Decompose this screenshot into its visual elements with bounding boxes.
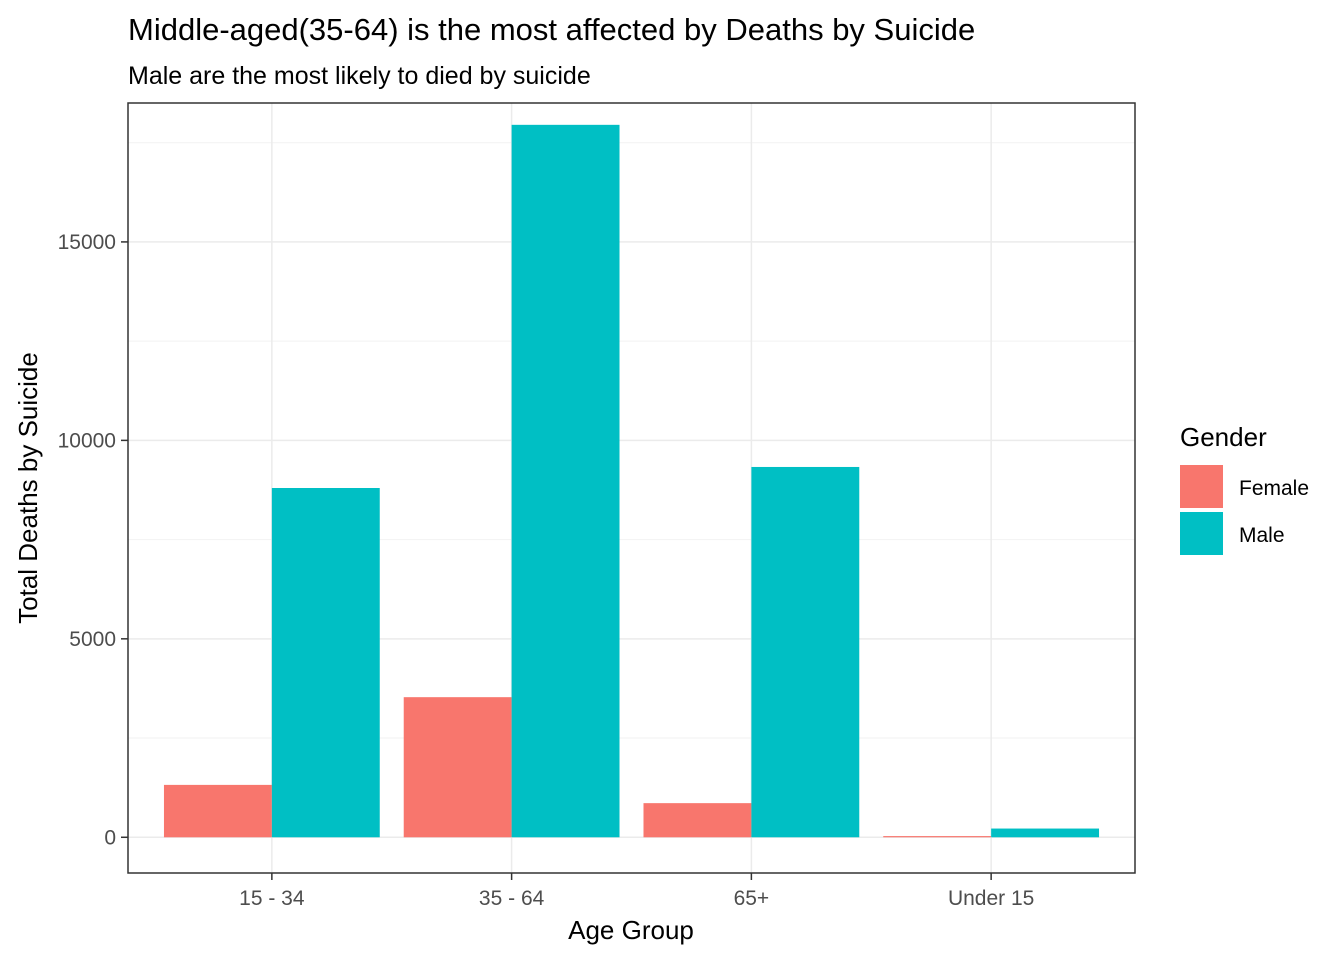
bar-female-under-15 bbox=[883, 836, 992, 838]
x-axis: 15 - 34 35 - 64 65+ Under 15 bbox=[239, 873, 1034, 910]
bar-male-under-15 bbox=[991, 828, 1100, 838]
x-tick-label: Under 15 bbox=[948, 887, 1034, 910]
legend-title: Gender bbox=[1180, 422, 1267, 452]
y-tick-label: 0 bbox=[104, 826, 116, 849]
legend-label-male: Male bbox=[1239, 524, 1285, 547]
y-tick-label: 5000 bbox=[69, 628, 116, 651]
chart-title: Middle-aged(35-64) is the most affected … bbox=[128, 12, 975, 47]
bar-female-35-64 bbox=[403, 697, 512, 838]
x-tick-label: 35 - 64 bbox=[479, 887, 545, 910]
plot-panel bbox=[127, 102, 1136, 874]
y-axis: 0 5000 10000 15000 bbox=[58, 231, 128, 849]
bar-female-65- bbox=[643, 803, 752, 838]
legend-label-female: Female bbox=[1239, 477, 1309, 500]
legend-key-female bbox=[1180, 465, 1223, 508]
bars bbox=[163, 124, 1100, 838]
legend-key-male bbox=[1180, 512, 1223, 555]
x-tick-label: 65+ bbox=[734, 887, 770, 910]
legend: Gender Female Male bbox=[1180, 422, 1309, 555]
y-axis-title: Total Deaths by Suicide bbox=[13, 352, 43, 624]
bar-male-15-34 bbox=[271, 488, 380, 838]
plot-border bbox=[127, 102, 1136, 874]
chart-subtitle: Male are the most likely to died by suic… bbox=[128, 62, 591, 90]
bar-male-65- bbox=[751, 466, 860, 838]
bar-male-35-64 bbox=[511, 124, 620, 838]
bar-female-15-34 bbox=[163, 784, 272, 838]
x-tick-label: 15 - 34 bbox=[239, 887, 305, 910]
y-tick-label: 15000 bbox=[58, 231, 116, 254]
x-axis-title: Age Group bbox=[568, 915, 694, 945]
y-tick-label: 10000 bbox=[58, 429, 116, 452]
